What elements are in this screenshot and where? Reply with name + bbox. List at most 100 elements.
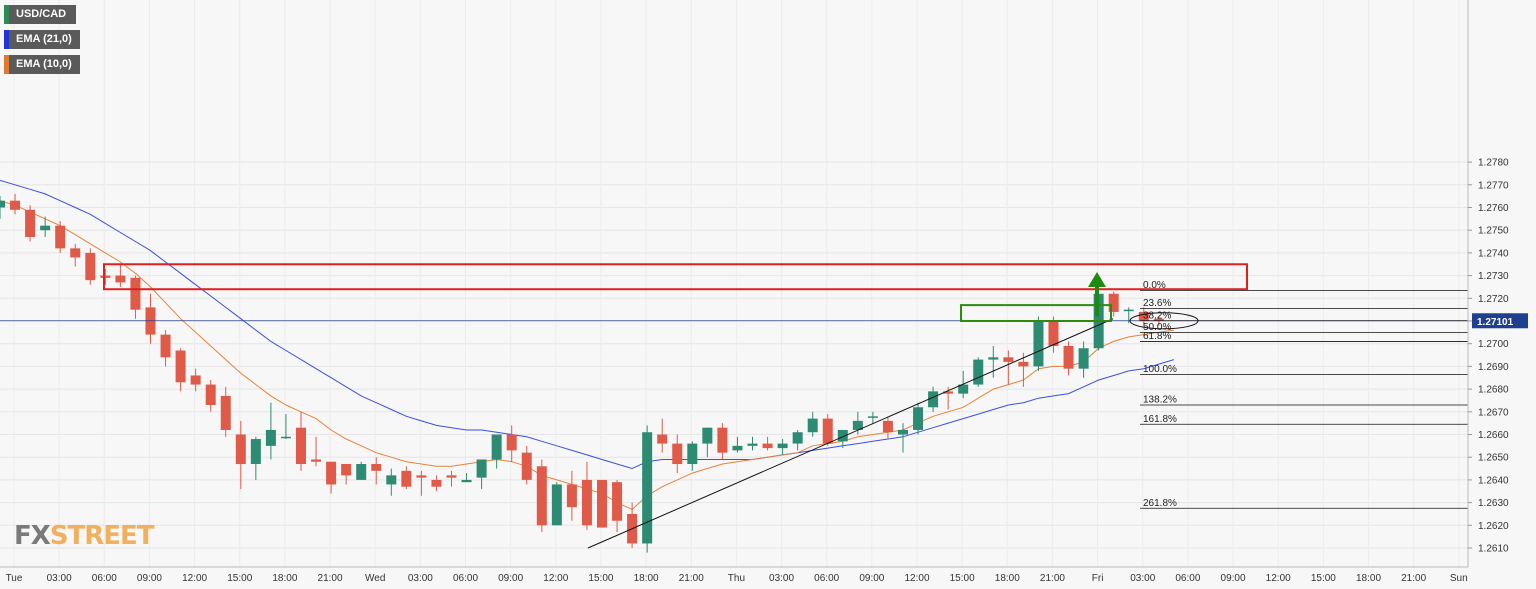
candle	[160, 330, 171, 367]
candle-body	[1063, 345, 1074, 369]
time-tick-label: 06:00	[814, 573, 839, 584]
candle	[190, 368, 201, 392]
time-tick-label: 21:00	[679, 573, 704, 584]
resistance-zone-box	[103, 263, 1248, 291]
time-tick-label: 15:00	[227, 573, 252, 584]
time-tick-label: 18:00	[272, 573, 297, 584]
candle	[852, 411, 863, 435]
candle-body	[70, 248, 81, 258]
candle	[612, 479, 623, 533]
candle-body	[386, 475, 397, 485]
time-tick-label: 09:00	[498, 573, 523, 584]
candle-body	[687, 443, 698, 465]
candle	[657, 418, 668, 453]
current-price-tag-bg	[1472, 313, 1528, 329]
fib-level-label: 50.0%	[1143, 322, 1171, 333]
candle	[401, 466, 412, 489]
candle-body	[130, 277, 141, 310]
candle	[326, 461, 337, 494]
candle-body	[988, 357, 999, 360]
candle-body	[506, 434, 517, 451]
candle-body	[491, 434, 502, 460]
time-tick-label: 03:00	[47, 573, 72, 584]
price-tick-label: 1.2770	[1478, 180, 1509, 191]
legend-ema10[interactable]: EMA (10,0)	[4, 55, 80, 74]
fib-level-label: 261.8%	[1143, 498, 1177, 509]
price-tick-label: 1.2680	[1478, 385, 1509, 396]
candle-body	[280, 436, 291, 439]
candle	[521, 445, 532, 485]
candle-body	[40, 225, 51, 231]
candle-body	[356, 464, 367, 480]
legend-ema10-swatch	[4, 55, 9, 74]
price-tick-label: 1.2640	[1478, 475, 1509, 486]
legend-symbol[interactable]: USD/CAD	[4, 5, 76, 24]
candle-body	[973, 359, 984, 385]
candle	[642, 425, 653, 553]
candle	[115, 264, 126, 287]
candle-body	[852, 420, 863, 430]
candle-body	[175, 350, 186, 383]
fib-level-label: 61.8%	[1143, 331, 1171, 342]
fxstreet-logo: FXSTREET	[14, 521, 155, 551]
candle	[717, 423, 728, 460]
candle-body	[1153, 318, 1164, 321]
time-tick-label: 06:00	[1175, 573, 1200, 584]
chart-grid	[0, 0, 1468, 567]
candle	[100, 268, 111, 285]
candle	[220, 386, 231, 437]
fib-level-label: 138.2%	[1143, 394, 1177, 405]
candle	[311, 436, 322, 467]
price-tick-label: 1.2760	[1478, 203, 1509, 214]
candle	[0, 196, 5, 219]
fib-level-label: 38.2%	[1143, 310, 1171, 321]
time-tick-label: 09:00	[1221, 573, 1246, 584]
fib-level-label: 0.0%	[1143, 280, 1166, 291]
candle	[1078, 341, 1089, 378]
candle-body	[657, 434, 668, 444]
candle-body	[250, 439, 261, 465]
candle	[205, 380, 216, 412]
candle	[898, 423, 908, 453]
candle	[913, 402, 924, 435]
candle	[536, 459, 547, 533]
candle	[732, 436, 743, 453]
candlestick-series	[0, 193, 1164, 553]
logo-fx: FX	[14, 521, 51, 551]
time-tick-label: 21:00	[1401, 573, 1426, 584]
candle-body	[822, 418, 833, 444]
candle-body	[1003, 357, 1014, 362]
candle-body	[100, 275, 111, 278]
candle	[265, 402, 276, 460]
time-tick-label: 06:00	[92, 573, 117, 584]
candle	[837, 429, 848, 449]
support-trendline	[587, 318, 1114, 549]
candle-body	[717, 427, 728, 453]
time-tick-label: 15:00	[950, 573, 975, 584]
current-price-tag-label: 1.27101	[1477, 317, 1514, 328]
candle	[446, 470, 457, 487]
legend-ema21[interactable]: EMA (21,0)	[4, 30, 80, 49]
ema21-line	[0, 179, 1175, 470]
time-tick-label: 21:00	[318, 573, 343, 584]
time-tick-label: 15:00	[1311, 573, 1336, 584]
candle	[566, 470, 577, 521]
candle	[341, 464, 352, 485]
candle-body	[597, 479, 607, 528]
candle	[973, 357, 984, 387]
candle-body	[1018, 361, 1029, 367]
candle-body	[867, 416, 878, 418]
candle-body	[25, 209, 36, 238]
candle-body	[807, 418, 818, 433]
candle	[867, 411, 878, 424]
candle-body	[220, 395, 231, 430]
candle	[235, 420, 246, 489]
candle-body	[792, 432, 803, 444]
candle-body	[10, 200, 21, 210]
candle-body	[612, 482, 623, 521]
time-tick-label: 21:00	[1040, 573, 1065, 584]
candle	[1138, 307, 1149, 326]
candle-body	[732, 445, 743, 451]
candle-body	[401, 470, 412, 487]
